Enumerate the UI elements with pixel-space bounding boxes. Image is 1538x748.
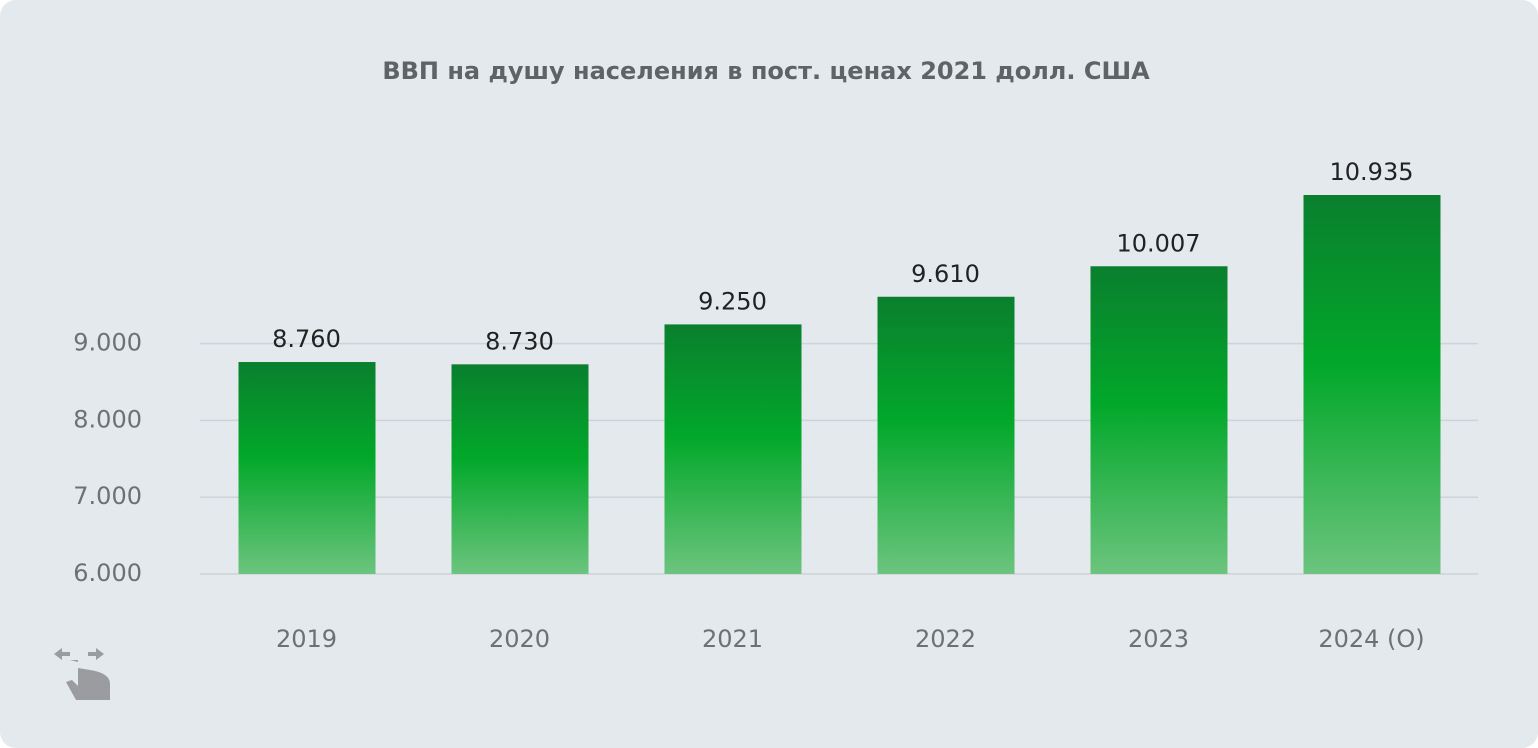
value-label: 9.610: [911, 260, 980, 288]
bar: [664, 324, 802, 574]
bar: [1090, 266, 1228, 574]
y-tick-label: 6.000: [73, 559, 142, 587]
x-tick-label: 2021: [702, 625, 763, 653]
chart-title: ВВП на душу населения в пост. ценах 2021…: [382, 57, 1150, 85]
x-tick-label: 2020: [489, 625, 550, 653]
x-tick-label: 2022: [915, 625, 976, 653]
bar: [877, 296, 1015, 574]
y-tick-label: 7.000: [73, 482, 142, 510]
x-tick-label: 2023: [1128, 625, 1189, 653]
x-tick-label: 2024 (O): [1318, 625, 1424, 653]
x-tick-label: 2019: [276, 625, 337, 653]
y-tick-label: 9.000: [73, 329, 142, 357]
y-tick-label: 8.000: [73, 405, 142, 433]
bar: [1303, 194, 1441, 574]
bar: [451, 364, 589, 574]
value-label: 8.730: [485, 327, 554, 355]
scroll-hint-icon: [54, 648, 110, 700]
value-label: 9.250: [698, 287, 767, 315]
value-label: 10.007: [1117, 229, 1201, 257]
value-label: 8.760: [272, 325, 341, 353]
value-label: 10.935: [1330, 158, 1414, 186]
bar: [238, 362, 376, 574]
